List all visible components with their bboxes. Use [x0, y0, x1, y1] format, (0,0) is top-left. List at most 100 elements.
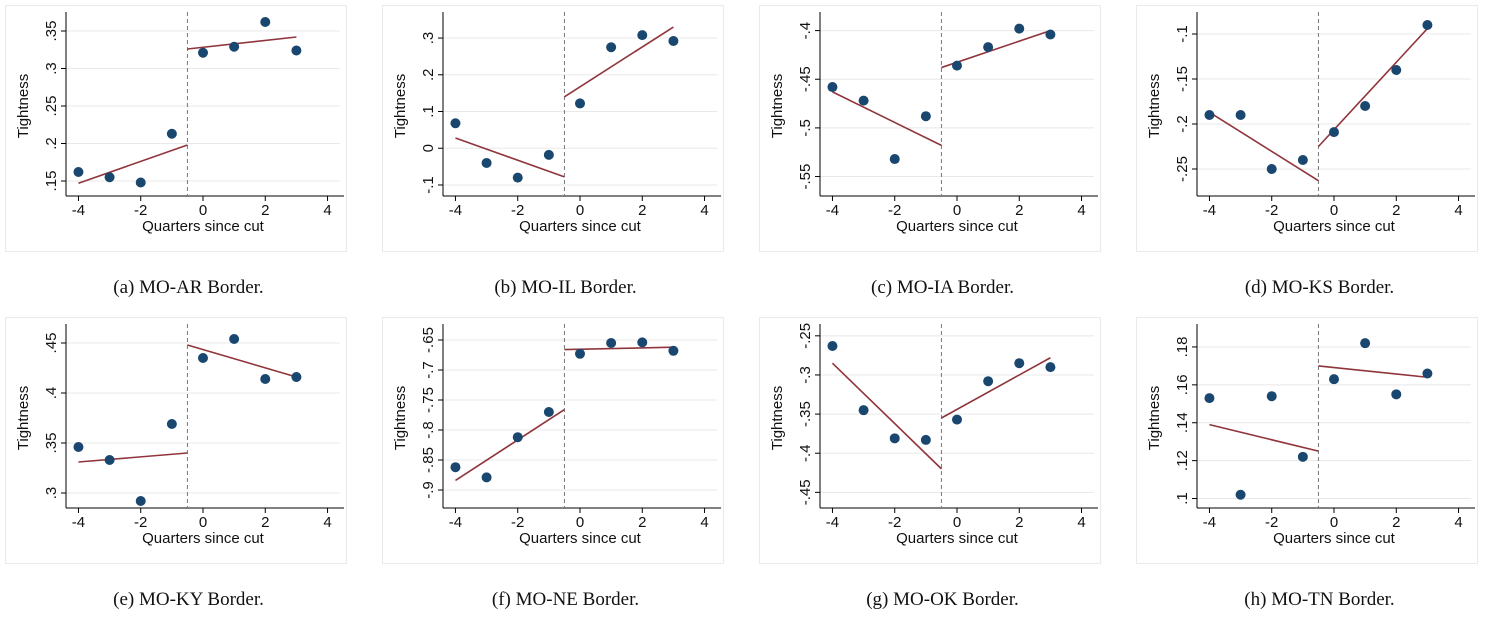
point	[889, 154, 900, 165]
caption: (c) MO-IA Border.	[871, 277, 1014, 298]
point	[229, 334, 240, 344]
point	[637, 337, 648, 348]
x-axis-label: Quarters since cut	[896, 530, 1019, 547]
x-tick-label: 2	[1392, 514, 1400, 531]
point	[291, 45, 302, 56]
y-tick-label: .2	[43, 137, 60, 150]
x-axis-label: Quarters since cut	[896, 218, 1019, 235]
point	[1297, 155, 1308, 165]
point	[166, 128, 177, 139]
x-tick-label: 2	[1015, 514, 1023, 531]
y-tick-label: -.75	[420, 387, 437, 413]
y-tick-label: -.65	[420, 327, 437, 353]
point	[198, 47, 208, 58]
x-tick-label: 4	[1454, 202, 1462, 219]
caption: (h) MO-TN Border.	[1244, 589, 1395, 610]
y-tick-label: -.1	[1174, 25, 1191, 43]
y-tick-label: .1	[1174, 492, 1191, 505]
y-tick-label: -.4	[797, 444, 814, 462]
point	[606, 42, 617, 53]
point	[450, 462, 461, 473]
y-tick-label: .18	[1174, 337, 1191, 358]
y-axis-label: Tightness	[769, 74, 786, 138]
y-tick-label: .35	[43, 21, 60, 42]
point	[1045, 29, 1056, 40]
x-tick-label: -2	[888, 202, 901, 219]
y-tick-label: .15	[43, 171, 60, 192]
point	[512, 432, 523, 443]
y-tick-label: -.4	[797, 22, 814, 40]
chart: -.25 -.2 -.15 -.1 -4 -2 0 2 4 Quarters since cut T…	[1136, 5, 1478, 252]
x-tick-label: -4	[1203, 202, 1216, 219]
y-tick-label: -.7	[420, 361, 437, 379]
y-tick-label: .45	[43, 333, 60, 354]
point	[858, 95, 869, 106]
x-tick-label: -4	[72, 514, 85, 531]
point	[1391, 389, 1402, 400]
y-axis-label: Tightness	[15, 74, 32, 138]
x-tick-label: 0	[576, 202, 584, 219]
x-tick-label: 4	[700, 202, 708, 219]
y-tick-label: -.1	[420, 176, 437, 194]
x-tick-label: 2	[638, 202, 646, 219]
x-tick-label: -2	[511, 514, 524, 531]
x-axis-label: Quarters since cut	[519, 218, 642, 235]
point	[166, 419, 177, 429]
y-tick-label: -.8	[420, 421, 437, 439]
y-tick-label: -.9	[420, 481, 437, 499]
y-tick-label: 0	[420, 144, 437, 152]
y-tick-label: .1	[420, 105, 437, 118]
point	[543, 407, 554, 417]
caption: (d) MO-KS Border.	[1244, 277, 1395, 298]
x-tick-label: 4	[1454, 514, 1462, 531]
y-tick-label: -.85	[420, 447, 437, 473]
point	[983, 42, 994, 53]
y-axis-label: Tightness	[392, 74, 409, 138]
point	[260, 17, 271, 27]
x-tick-label: 2	[261, 514, 269, 531]
x-tick-label: 0	[1330, 514, 1338, 531]
y-axis-label: Tightness	[1146, 386, 1163, 450]
y-tick-label: .2	[420, 69, 437, 82]
point	[668, 35, 679, 46]
x-tick-label: -4	[449, 202, 462, 219]
chart: .15 .2 .25 .3 .35 -4 -2 0 2 4 Quarters since cut Ti…	[5, 5, 347, 252]
x-tick-label: -2	[134, 202, 147, 219]
x-tick-label: 0	[1330, 202, 1338, 219]
x-tick-label: -2	[1265, 202, 1278, 219]
point	[858, 405, 869, 416]
y-tick-label: -.45	[797, 479, 814, 505]
fit-line	[455, 137, 565, 178]
x-axis-label: Quarters since cut	[142, 530, 265, 547]
y-tick-label: .16	[1174, 374, 1191, 395]
point	[668, 345, 679, 356]
panel: .3 .35 .4 .45 -4 -2 0 2 4 Quarters since cut Tight…	[0, 317, 377, 617]
point	[827, 341, 838, 351]
point	[1014, 23, 1025, 34]
point	[1297, 451, 1308, 462]
x-tick-label: 4	[323, 202, 331, 219]
fit-line	[455, 408, 565, 482]
fit-line	[564, 346, 674, 351]
x-tick-label: 2	[261, 202, 269, 219]
chart: .1 .12 .14 .16 .18 -4 -2 0 2 4 Quarters since cut T…	[1136, 317, 1478, 564]
x-tick-label: 0	[576, 514, 584, 531]
fit-line	[941, 357, 1051, 419]
point	[1422, 20, 1433, 30]
x-tick-label: 0	[199, 202, 207, 219]
point	[1204, 110, 1215, 120]
point	[135, 177, 146, 188]
x-tick-label: -4	[1203, 514, 1216, 531]
x-axis-label: Quarters since cut	[1273, 530, 1396, 547]
x-tick-label: -2	[888, 514, 901, 531]
caption: (e) MO-KY Border.	[113, 589, 264, 610]
fit-line	[187, 344, 297, 378]
point	[575, 348, 585, 359]
y-tick-label: -.3	[797, 366, 814, 384]
point	[543, 149, 554, 160]
fit-line	[187, 36, 297, 50]
point	[1235, 110, 1246, 120]
point	[1391, 65, 1402, 75]
x-tick-label: -2	[134, 514, 147, 531]
